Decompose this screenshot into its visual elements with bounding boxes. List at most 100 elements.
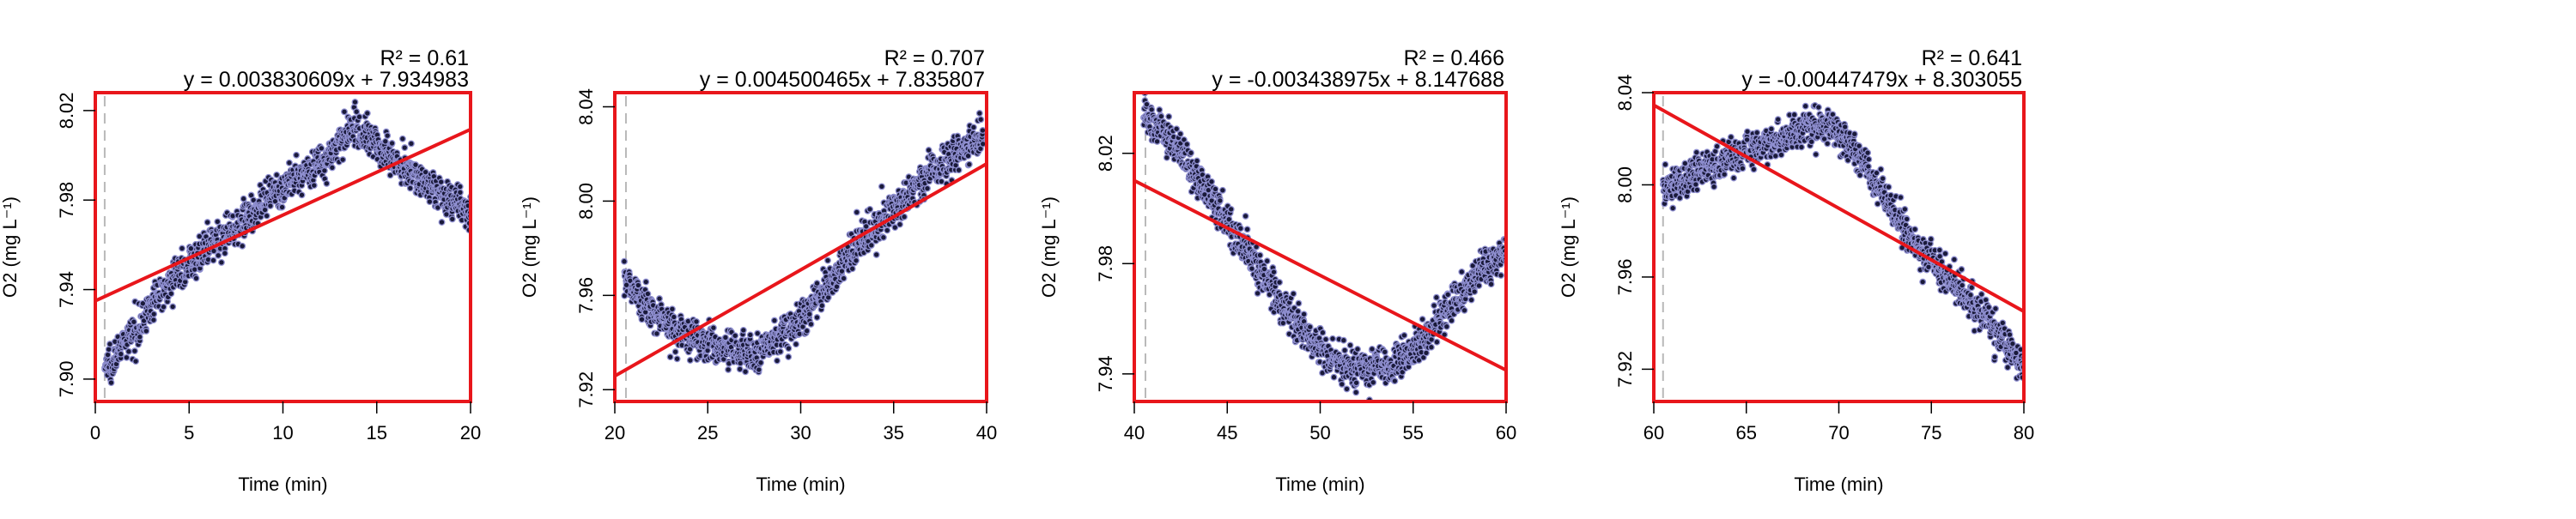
data-point — [813, 280, 821, 287]
data-point — [407, 140, 415, 148]
data-point — [1243, 226, 1251, 233]
x-tick-label: 10 — [272, 422, 293, 444]
data-point — [285, 159, 293, 166]
data-point — [1874, 200, 1881, 208]
data-point — [438, 219, 446, 226]
data-point — [323, 179, 331, 187]
data-point — [1352, 389, 1360, 396]
data-point — [1713, 142, 1721, 150]
data-point — [1176, 130, 1184, 138]
data-point — [125, 347, 132, 355]
data-point — [824, 256, 831, 264]
y-axis-label: O2 (mg L⁻¹) — [1038, 196, 1060, 298]
data-point — [1423, 349, 1430, 357]
data-point — [642, 278, 650, 286]
data-point — [210, 256, 217, 264]
data-point — [1290, 290, 1297, 298]
x-tick-label: 50 — [1309, 422, 1330, 444]
data-point — [1400, 331, 1408, 339]
data-point — [1432, 293, 1440, 301]
data-point — [1444, 291, 1452, 299]
data-point — [803, 327, 811, 335]
data-point — [261, 206, 269, 214]
data-point — [1153, 137, 1161, 145]
data-point — [341, 108, 348, 116]
data-point — [339, 156, 347, 164]
data-point — [1885, 184, 1893, 190]
data-point — [979, 127, 987, 134]
data-point — [298, 191, 306, 199]
y-tick-label: 8.04 — [1614, 75, 1636, 112]
data-point — [1864, 149, 1872, 157]
r-squared-label: R² = 0.641 — [1922, 46, 2022, 70]
data-point — [1263, 257, 1271, 265]
data-point — [1343, 385, 1351, 393]
y-tick-label: 8.02 — [56, 92, 77, 129]
data-point — [1330, 373, 1338, 381]
data-point — [398, 135, 406, 142]
y-tick-label: 8.04 — [575, 88, 597, 125]
data-point — [123, 353, 131, 361]
data-point — [813, 314, 821, 321]
x-tick-label: 0 — [90, 422, 100, 444]
data-point — [278, 203, 286, 211]
data-point — [1319, 329, 1327, 336]
data-point — [866, 205, 874, 213]
data-point — [891, 224, 899, 232]
data-point — [1306, 323, 1314, 331]
data-point — [1950, 256, 1958, 263]
data-point — [1739, 165, 1747, 172]
regression-line — [1134, 178, 1506, 372]
data-point — [807, 320, 815, 328]
data-point — [215, 251, 222, 259]
data-point — [221, 250, 228, 257]
data-point — [239, 242, 246, 250]
plot-frame — [94, 91, 472, 403]
data-point — [131, 347, 138, 355]
data-point — [1790, 111, 1798, 118]
y-axis-label: O2 (mg L⁻¹) — [519, 196, 540, 298]
data-point — [666, 353, 674, 361]
data-point — [1959, 281, 1966, 289]
x-tick-label: 55 — [1403, 422, 1424, 444]
x-tick-label: 40 — [976, 422, 997, 444]
data-point — [1354, 346, 1361, 353]
y-tick-label: 7.98 — [56, 182, 77, 219]
data-point — [1753, 129, 1761, 136]
data-point — [1165, 112, 1173, 120]
data-point — [621, 257, 628, 265]
data-point — [737, 359, 744, 367]
data-point — [363, 110, 371, 117]
data-point — [1471, 288, 1479, 295]
regression-equation: y = 0.003830609x + 7.934983 — [184, 68, 469, 92]
data-point — [384, 132, 392, 140]
data-point — [838, 268, 846, 275]
data-point — [149, 317, 157, 323]
data-point — [1276, 279, 1284, 287]
data-point — [1692, 148, 1700, 156]
data-point — [896, 220, 903, 228]
data-point — [668, 305, 676, 313]
data-point — [1431, 302, 1438, 310]
data-point — [1322, 335, 1329, 343]
data-point — [739, 326, 747, 334]
data-point — [1467, 296, 1475, 304]
data-point — [673, 355, 681, 363]
data-point — [1710, 183, 1718, 190]
data-point — [1370, 378, 1377, 386]
data-point — [143, 327, 150, 335]
data-point — [638, 316, 646, 323]
data-point — [381, 137, 389, 145]
data-point — [1427, 343, 1435, 351]
x-axis-label: Time (min) — [1275, 474, 1364, 495]
data-point — [1824, 140, 1832, 148]
data-point — [785, 345, 793, 353]
plot-area — [95, 96, 471, 398]
data-point — [1346, 341, 1354, 349]
data-point — [1777, 151, 1785, 159]
data-point — [1991, 353, 1999, 361]
data-point — [1771, 152, 1779, 160]
